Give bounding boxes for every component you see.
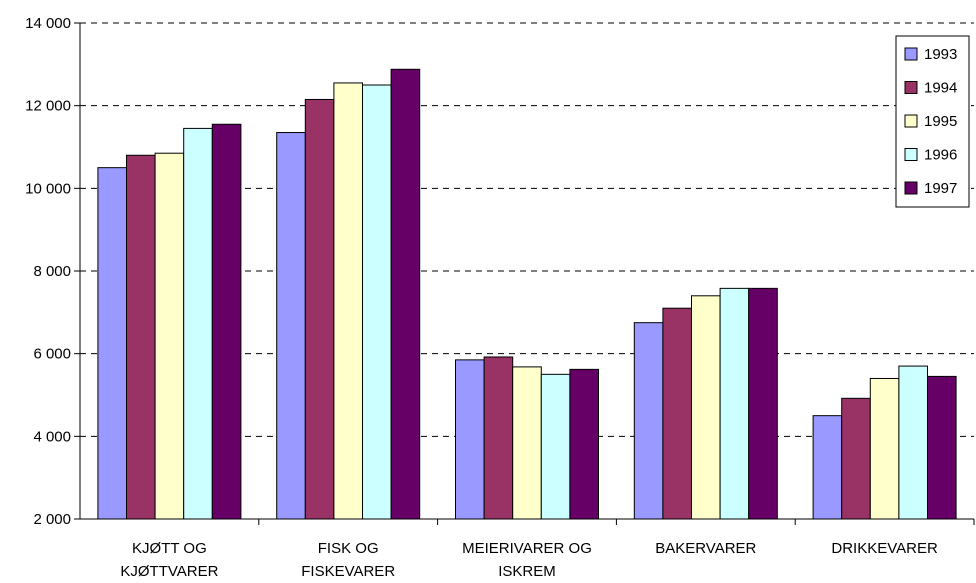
- legend-swatch-1995: [904, 114, 918, 128]
- bar-1996-0: [183, 127, 213, 520]
- bar-1993-2: [455, 359, 485, 520]
- legend-box: [895, 35, 970, 208]
- x-category-label: FISK OG: [318, 540, 379, 557]
- bar-1994-1: [304, 98, 335, 520]
- x-category-label: FISKEVARER: [301, 563, 395, 580]
- legend-swatch-1994: [904, 81, 918, 94]
- legend-swatch-1996: [904, 148, 918, 161]
- legend-swatch-1993: [904, 47, 918, 61]
- y-tick-label: 14 000: [25, 15, 71, 32]
- bar-1995-2: [512, 366, 542, 520]
- bar-1994-3: [662, 307, 693, 520]
- axes: 2 000 4 000 6 000 8 000 10 000 12 000 14 000 KJ…: [25, 15, 975, 580]
- bar-1996-1: [362, 84, 392, 520]
- bar-1996-3: [719, 287, 750, 520]
- bar-1994-2: [483, 356, 514, 520]
- legend-label-1997: 1997: [924, 180, 957, 197]
- y-tick-label: 2 000: [33, 511, 71, 528]
- bars: [97, 68, 957, 520]
- bar-1995-0: [154, 152, 185, 520]
- y-tick-label: 4 000: [33, 428, 71, 445]
- bar-1995-4: [869, 377, 900, 520]
- x-category-label: ISKREM: [498, 563, 556, 580]
- bar-1993-1: [276, 132, 306, 520]
- legend-label-1993: 1993: [924, 46, 957, 63]
- y-tick-label: 6 000: [33, 346, 71, 363]
- x-category-label: KJØTTVARER: [120, 563, 218, 580]
- bar-1993-3: [633, 322, 664, 520]
- bar-1995-3: [691, 295, 721, 520]
- y-tick-label: 12 000: [25, 98, 71, 115]
- bar-1997-1: [390, 68, 421, 520]
- y-tick-label: 10 000: [25, 180, 71, 197]
- bar-1993-0: [97, 167, 128, 520]
- legend-label-1996: 1996: [924, 147, 957, 164]
- legend-label-1994: 1994: [924, 80, 957, 97]
- x-category-label: BAKERVARER: [655, 540, 756, 557]
- x-category-label: KJØTT OG: [132, 540, 207, 557]
- x-category-label: MEIERIVARER OG: [462, 540, 592, 557]
- bar-1994-0: [126, 154, 156, 520]
- bar-1995-1: [333, 82, 363, 520]
- bar-1997-4: [927, 375, 957, 520]
- legend-swatch-1997: [904, 181, 918, 195]
- bar-1997-2: [569, 368, 600, 520]
- bar-1994-4: [841, 397, 871, 520]
- y-tick-label: 8 000: [33, 263, 71, 280]
- legend: 1993 1994 1995 1996 1997: [895, 35, 970, 208]
- bar-1997-3: [748, 287, 778, 520]
- bar-1993-4: [812, 415, 843, 520]
- bar-1997-0: [211, 123, 242, 520]
- bar-1996-2: [540, 373, 571, 520]
- legend-label-1995: 1995: [924, 113, 957, 130]
- bar-1996-4: [898, 365, 929, 520]
- x-category-label: DRIKKEVARER: [831, 540, 938, 557]
